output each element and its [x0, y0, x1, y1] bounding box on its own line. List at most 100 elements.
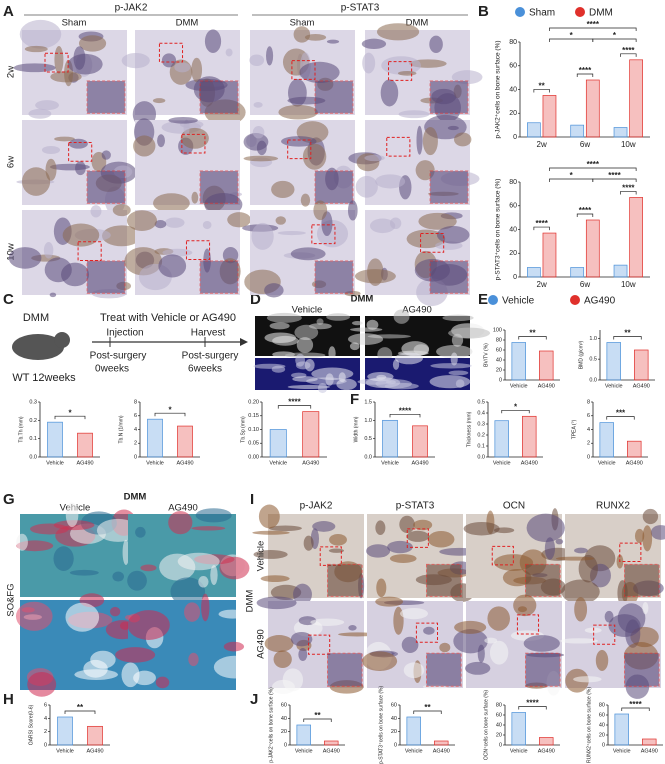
tissue [300, 193, 311, 207]
tissue [133, 135, 156, 157]
tissue [158, 254, 187, 278]
tissue [389, 217, 402, 230]
label: C [3, 291, 14, 308]
bar [77, 432, 93, 458]
label: * [68, 408, 72, 417]
sig-bracket [277, 405, 312, 409]
tissue [266, 46, 274, 66]
label: Vehicle [146, 460, 164, 466]
tissue [154, 220, 167, 229]
label: AG490 [521, 460, 538, 466]
tissue [326, 313, 351, 321]
inset [525, 563, 561, 597]
sig-bracket [620, 53, 637, 57]
label: ** [539, 82, 546, 91]
label: Vehicle [256, 541, 267, 572]
tissue [413, 519, 433, 531]
bar [585, 79, 600, 138]
tissue [317, 383, 328, 394]
label: D [250, 291, 261, 308]
tissue [202, 220, 212, 230]
label: DMM [176, 18, 199, 29]
label: Tb.N (1/mm) [118, 415, 124, 443]
tissue [49, 292, 57, 298]
tissue [544, 537, 556, 560]
label: Treat with Vehicle or AG490 [100, 312, 236, 324]
tissue [310, 618, 345, 626]
label: 2 [587, 441, 590, 447]
tissue [284, 352, 326, 358]
tissue [170, 577, 206, 606]
roi-box [619, 542, 642, 563]
tissue [326, 39, 340, 44]
tissue [355, 175, 378, 198]
label: DMM [406, 18, 429, 29]
roi-box [388, 61, 413, 81]
label: 1.5 [364, 399, 372, 405]
tissue [349, 342, 360, 351]
roi-box [77, 241, 102, 262]
tissue [380, 79, 399, 107]
tissue [253, 102, 263, 108]
tissue [381, 56, 422, 75]
label: Sham [62, 18, 87, 29]
tissue [347, 200, 358, 221]
tissue [354, 269, 396, 284]
tissue [555, 556, 595, 561]
label: DMM [351, 294, 374, 305]
tissue [487, 606, 510, 631]
sig-bracket [389, 413, 421, 418]
inset [327, 563, 363, 597]
tissue [281, 136, 317, 147]
tissue [90, 650, 116, 669]
bar [527, 122, 541, 138]
tissue [164, 217, 185, 228]
tissue [295, 361, 311, 370]
tissue [574, 547, 588, 554]
bar [539, 737, 554, 746]
label: 20 [599, 732, 605, 738]
tissue [152, 98, 166, 104]
tissue [65, 502, 79, 528]
label: **** [579, 66, 592, 75]
arrow-head [240, 338, 248, 346]
label: 20 [281, 729, 287, 735]
sig-bracket [613, 336, 642, 340]
label: 4 [44, 716, 47, 722]
tissue [436, 344, 473, 359]
tissue [338, 632, 377, 637]
label: p-JAK2 [115, 3, 148, 14]
tissue [269, 322, 290, 330]
sig-bracket [606, 416, 635, 420]
tissue [399, 515, 415, 533]
tissue [389, 554, 417, 563]
tissue [313, 200, 328, 221]
tissue [69, 569, 99, 576]
label: 1.0 [364, 418, 372, 424]
tissue [447, 125, 459, 131]
label: 20 [496, 732, 502, 738]
label: 6 [134, 413, 137, 419]
label: OARSI Score(0-6) [28, 704, 34, 745]
tissue [16, 533, 28, 551]
tissue [293, 26, 311, 43]
bar [382, 419, 398, 458]
label: 20 [509, 250, 517, 257]
tissue [448, 327, 491, 339]
sig-bracket [154, 412, 186, 417]
tissue [366, 319, 379, 330]
tissue [110, 606, 121, 617]
tissue [555, 538, 564, 545]
tissue [523, 635, 560, 652]
label: ** [424, 703, 431, 712]
inset [86, 170, 126, 204]
bar [629, 197, 643, 278]
tissue [401, 636, 419, 654]
label: 0.05 [248, 441, 259, 447]
label: 0.3 [477, 421, 485, 427]
label: **** [629, 700, 642, 709]
tissue [191, 191, 199, 204]
label: A [3, 3, 14, 20]
tissue [122, 539, 130, 565]
tissue [157, 134, 165, 148]
